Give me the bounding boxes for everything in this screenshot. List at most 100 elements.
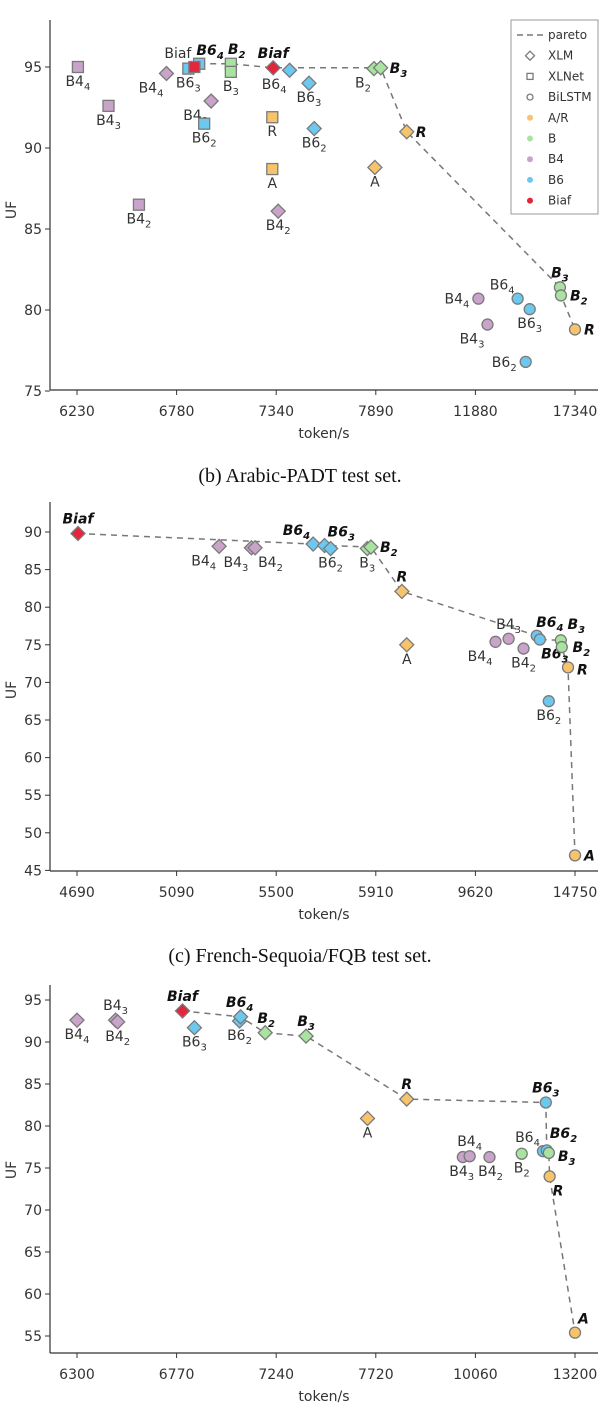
data-point-bilstm <box>568 323 582 336</box>
data-point-xlm <box>270 203 287 220</box>
point-label-subscript: 4 <box>463 300 469 311</box>
point-label-subscript: 2 <box>337 564 343 575</box>
point-label-text: B6 <box>262 77 281 93</box>
point-label-text: A <box>402 652 412 668</box>
point-label-text: B6 <box>226 995 247 1011</box>
point-label: B3 <box>297 1014 315 1033</box>
point-label-text: Biaf <box>258 46 291 62</box>
x-tick-label: 9620 <box>458 885 494 901</box>
point-label-text: B6 <box>227 1028 246 1044</box>
data-point-xlm <box>257 1024 274 1041</box>
point-label: B64 <box>283 523 310 542</box>
point-label-subscript: 2 <box>583 648 590 659</box>
data-point-xlm <box>298 1028 314 1045</box>
y-tick-label: 55 <box>24 788 42 804</box>
point-label-subscript: 2 <box>497 1172 503 1183</box>
legend-color-swatch <box>527 176 533 183</box>
point-label-text: B4 <box>511 656 530 672</box>
point-label-text: B <box>558 1149 569 1165</box>
point-label-text: B4 <box>105 1029 124 1045</box>
data-point-xlm <box>281 62 298 79</box>
point-label: B2 <box>573 640 591 659</box>
point-label: B64 <box>196 43 223 62</box>
point-label-subscript: 2 <box>238 50 245 61</box>
y-tick-label: 90 <box>24 525 42 541</box>
point-label: B2 <box>257 1011 275 1030</box>
point-label: R <box>397 569 408 585</box>
y-tick-label: 85 <box>24 222 42 238</box>
point-label: B44 <box>65 1027 90 1046</box>
point-label: B63 <box>176 76 201 95</box>
y-axis-label: UF <box>4 201 20 219</box>
y-tick-label: 65 <box>24 1245 42 1261</box>
data-point-bilstm <box>561 661 575 674</box>
point-label-text: B4 <box>191 553 210 569</box>
point-label: B63 <box>328 525 355 544</box>
point-label-subscript: 2 <box>284 226 290 237</box>
point-label-subscript: 4 <box>534 1138 540 1149</box>
data-point-bilstm <box>502 632 515 645</box>
point-label-text: B4 <box>103 998 122 1014</box>
point-label: B42 <box>266 218 291 237</box>
data-point-bilstm <box>519 355 532 368</box>
point-label-text: B6 <box>541 647 562 663</box>
x-tick-label: 5090 <box>159 885 195 901</box>
legend-marker-circle-icon <box>526 93 534 101</box>
point-label-text: B <box>359 556 369 572</box>
y-tick-label: 80 <box>24 303 42 319</box>
y-tick-label: 70 <box>24 675 42 691</box>
point-label-subscript: 3 <box>194 84 200 95</box>
point-label-subscript: 3 <box>369 564 375 575</box>
point-label-text: B4 <box>65 74 84 90</box>
point-label-text: R <box>397 569 408 585</box>
point-label-text: B6 <box>517 316 536 332</box>
point-label-text: R <box>584 322 595 338</box>
point-label: B64 <box>262 77 287 96</box>
data-point-xlnet <box>224 65 237 79</box>
point-label: B43 <box>224 555 249 574</box>
point-label: B42 <box>105 1029 130 1048</box>
legend: pareto XLM XLNet BiLSTM A/R B B4 B6 Biaf <box>510 19 599 215</box>
point-label-text: B4 <box>266 218 285 234</box>
point-label-subscript: 3 <box>232 87 238 98</box>
data-point-bilstm <box>515 1147 528 1160</box>
point-label: R <box>584 322 595 338</box>
point-label-text: B <box>570 288 581 304</box>
point-label-subscript: 2 <box>530 664 536 675</box>
point-label: R <box>401 1077 412 1093</box>
point-label-subscript: 3 <box>115 121 121 132</box>
data-point-xlnet <box>198 117 211 130</box>
point-label: B63 <box>532 1080 559 1099</box>
legend-label: B4 <box>548 152 564 166</box>
legend-color-swatch <box>527 135 533 142</box>
point-label: A <box>577 1312 589 1328</box>
point-label-subscript: 4 <box>157 88 163 99</box>
point-label-subscript: 2 <box>124 1037 130 1048</box>
point-label-text: B6 <box>297 90 316 106</box>
point-label-text: B4 <box>468 649 487 665</box>
data-point-bilstm <box>568 1326 582 1339</box>
data-point-bilstm <box>481 318 494 331</box>
data-point-xlm <box>158 65 175 82</box>
point-label-text: B6 <box>532 1080 553 1096</box>
y-tick-label: 75 <box>24 638 42 654</box>
legend-color-swatch <box>527 197 533 204</box>
data-point-xlm <box>398 1091 415 1108</box>
point-label-text: B6 <box>492 355 511 371</box>
point-label-text: B4 <box>65 1027 84 1043</box>
point-label: B43 <box>496 617 521 636</box>
data-point-bilstm <box>542 1146 555 1160</box>
data-point-xlm <box>394 583 410 600</box>
point-label: Biaf <box>167 989 200 1005</box>
data-point-bilstm <box>533 633 547 646</box>
point-label: Biaf <box>62 512 95 528</box>
point-label-text: B4 <box>457 1134 476 1150</box>
point-label-subscript: 3 <box>569 1157 576 1168</box>
data-point-xlnet <box>102 99 115 113</box>
point-label-text: B4 <box>126 212 145 228</box>
x-tick-label: 6230 <box>59 404 95 420</box>
point-label-subscript: 4 <box>210 561 216 572</box>
point-label-text: B <box>568 617 579 633</box>
y-tick-label: 70 <box>24 1203 42 1219</box>
x-tick-label: 7720 <box>358 1367 394 1383</box>
